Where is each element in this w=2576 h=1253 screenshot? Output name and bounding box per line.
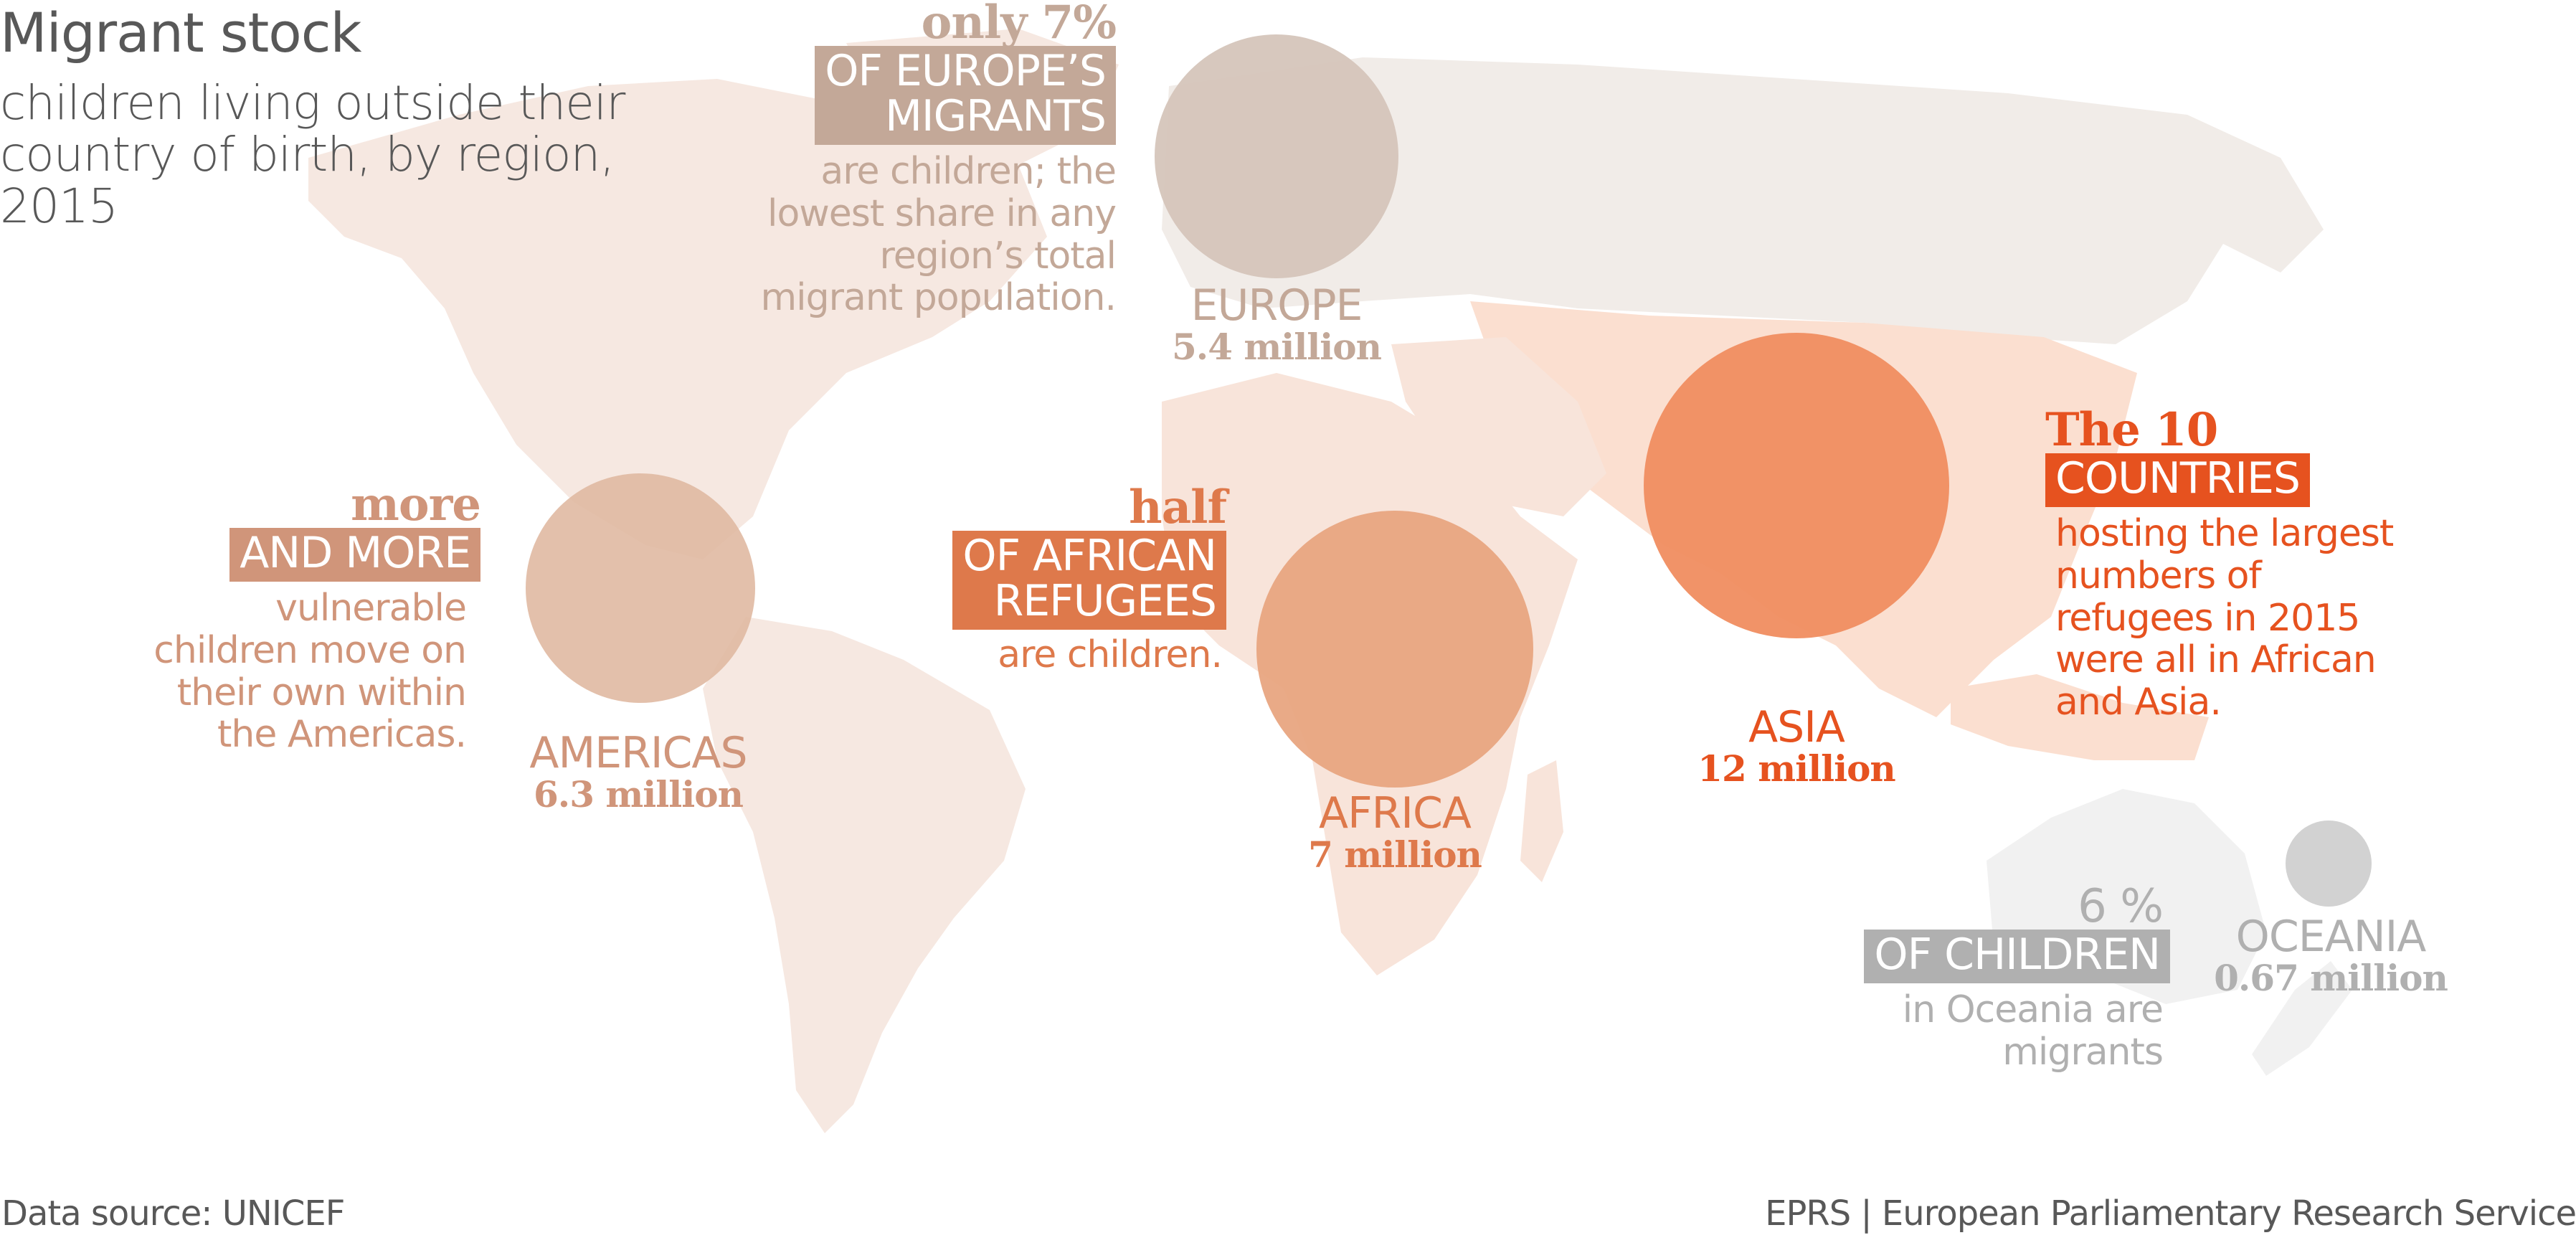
annotation-kicker: more [351,478,481,531]
annotation-box: OF AFRICAN REFUGEES [952,531,1226,630]
publisher-credit: EPRS | European Parliamentary Research S… [1765,1193,2576,1234]
region-label-europe: EUROPE 5.4 million [1133,284,1420,367]
region-value: 0.67 million [2214,957,2448,999]
annotation-body: vulnerable children move on their own wi… [153,587,467,757]
bubble-oceania [2286,821,2372,907]
annotation-body: are children. [998,633,1223,676]
bubble-americas [526,473,755,703]
region-name: AFRICA [1319,788,1472,838]
annotation-body: are children; the lowest share in any re… [760,150,1117,320]
page-title: Migrant stock [0,1,362,65]
region-name: EUROPE [1190,280,1363,331]
region-name: OCEANIA [2235,912,2427,962]
region-value: 12 million [1697,747,1896,790]
region-value: 6.3 million [534,773,744,815]
data-source: Data source: UNICEF [1,1193,345,1234]
annotation-box: OF CHILDREN [1864,930,2170,983]
bubble-europe [1155,34,1398,278]
annotation-kicker: The 10 [2045,403,2218,457]
annotation-americas: more AND MORE vulnerable children move o… [79,478,481,757]
annotation-africa: half OF AFRICAN REFUGEES are children. [868,481,1227,676]
page-subtitle: children living outside their country of… [0,75,625,234]
annotation-kicker: 6 % [2078,880,2164,933]
region-label-americas: AMERICAS 6.3 million [488,732,789,814]
annotation-body: in Oceania are migrants [1902,988,2164,1074]
annotation-europe: only 7% OF EUROPE’S MIGRANTS are childre… [671,0,1117,320]
annotation-asia: The 10 COUNTRIES hosting the largest num… [2045,407,2447,724]
annotation-kicker: half [1129,481,1227,534]
land-indonesia [1951,674,2209,760]
land-madagascar [1520,760,1563,882]
annotation-box: COUNTRIES [2045,453,2310,507]
region-label-oceania: OCEANIA 0.67 million [2209,915,2453,998]
bubble-africa [1256,511,1533,788]
land-new-zealand [2252,961,2352,1076]
region-value: 7 million [1308,833,1482,876]
region-name: ASIA [1748,702,1845,752]
region-value: 5.4 million [1172,326,1382,368]
land-eurasia-north [1162,57,2324,344]
annotation-kicker: only 7% [921,0,1117,49]
land-south-america [703,617,1026,1133]
annotation-box: OF EUROPE’S MIGRANTS [815,46,1116,145]
annotation-box: AND MORE [229,528,480,582]
land-north-america [308,79,1047,559]
region-label-africa: AFRICA 7 million [1255,792,1535,874]
land-middle-east [1391,337,1606,516]
region-name: AMERICAS [529,728,747,778]
annotation-body: hosting the largest numbers of refugees … [2055,512,2394,724]
bubble-asia [1644,333,1949,638]
annotation-oceania: 6 % OF CHILDREN in Oceania are migrants [1797,884,2170,1074]
region-label-asia: ASIA 12 million [1671,706,1922,788]
